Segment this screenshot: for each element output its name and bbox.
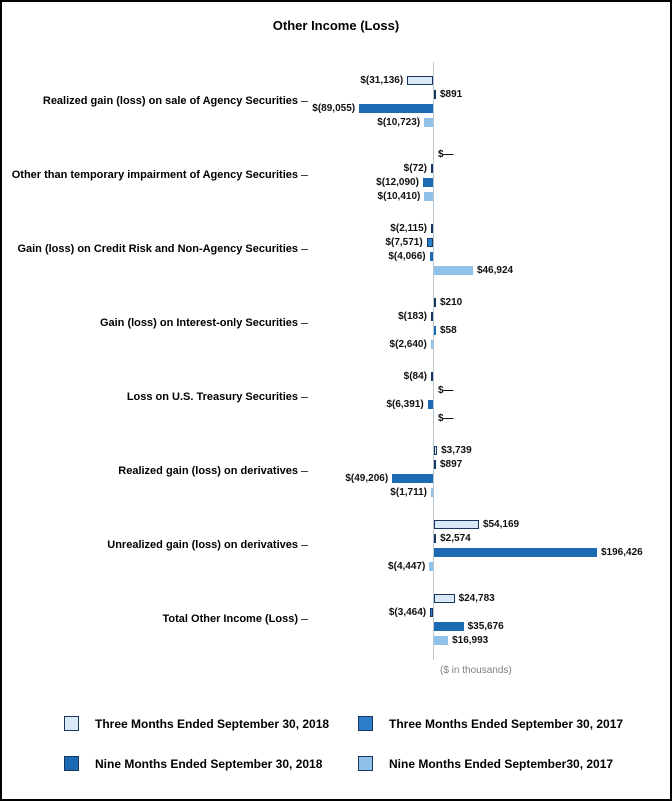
bar (434, 90, 436, 99)
value-label: $210 (440, 296, 463, 308)
category-label: Realized gain (loss) on sale of Agency S… (42, 95, 298, 107)
value-label: $196,426 (601, 546, 643, 558)
axis-units-note: ($ in thousands) (440, 665, 512, 676)
legend-item-nine-months-2018: Nine Months Ended September 30, 2018 (64, 756, 322, 771)
bar (434, 520, 479, 529)
bar (434, 548, 597, 557)
category-tick (301, 249, 308, 250)
value-label: $46,924 (476, 264, 514, 276)
legend-item-three-months-2018: Three Months Ended September 30, 2018 (64, 716, 329, 731)
legend-label: Three Months Ended September 30, 2018 (95, 716, 330, 731)
bar (434, 298, 436, 307)
value-label: $(183) (398, 310, 427, 322)
value-label: $(4,447) (388, 560, 426, 572)
value-label: $(10,410) (377, 190, 421, 202)
value-label: $(84) (403, 370, 427, 382)
value-label: $(2,115) (390, 222, 427, 234)
value-label: $897 (440, 458, 463, 470)
legend-swatch-three-months-2017 (358, 716, 373, 731)
category-tick (301, 101, 308, 102)
category-tick (301, 619, 308, 620)
value-label: $(3,464) (388, 606, 427, 618)
bar (431, 312, 433, 321)
bar (430, 608, 433, 617)
legend-label: Three Months Ended September 30, 2017 (389, 716, 624, 731)
bar (430, 340, 433, 349)
bar (434, 266, 473, 275)
bar (429, 562, 433, 571)
category-label: Loss on U.S. Treasury Securities (126, 391, 298, 403)
zero-axis-line (433, 62, 434, 660)
legend-swatch-nine-months-2017 (358, 756, 373, 771)
value-label: $891 (440, 88, 463, 100)
value-label: $16,993 (452, 634, 489, 646)
bar (434, 446, 438, 455)
value-label: $(72) (403, 162, 427, 174)
category-tick (301, 397, 308, 398)
bar (427, 400, 433, 409)
value-label: $— (438, 384, 454, 396)
legend-label: Nine Months Ended September30, 2017 (389, 756, 614, 771)
value-label: $(7,571) (385, 236, 423, 248)
category-label: Gain (loss) on Interest-only Securities (99, 317, 298, 329)
value-label: $(2,640) (389, 338, 427, 350)
value-label: $3,739 (441, 444, 472, 456)
value-label: $(89,055) (312, 102, 356, 114)
bar (426, 238, 433, 247)
category-label: Gain (loss) on Credit Risk and Non-Agenc… (17, 243, 298, 255)
value-label: $(10,723) (377, 116, 421, 128)
bar (431, 224, 433, 233)
legend-item-three-months-2017: Three Months Ended September 30, 2017 (358, 716, 623, 731)
value-label: $— (438, 148, 454, 160)
bar (407, 76, 433, 85)
value-label: $35,676 (467, 620, 504, 632)
bar (392, 474, 433, 483)
legend-label: Nine Months Ended September 30, 2018 (95, 756, 323, 771)
category-label: Realized gain (loss) on derivatives (118, 465, 298, 477)
bar (434, 534, 437, 543)
legend-swatch-three-months-2018 (64, 716, 79, 731)
category-tick (301, 175, 308, 176)
bar (431, 488, 433, 497)
value-label: $58 (440, 324, 457, 336)
value-label: $54,169 (482, 518, 520, 530)
category-tick (301, 545, 308, 546)
category-label: Unrealized gain (loss) on derivatives (107, 539, 298, 551)
category-tick (301, 471, 308, 472)
category-label: Other than temporary impairment of Agenc… (11, 169, 298, 181)
value-label: $(6,391) (386, 398, 424, 410)
bar (424, 118, 433, 127)
value-label: $— (438, 412, 454, 424)
bar (434, 326, 436, 335)
bar (424, 192, 433, 201)
value-label: $2,574 (440, 532, 471, 544)
bar (431, 164, 433, 173)
value-label: $(4,066) (388, 250, 426, 262)
value-label: $(49,206) (345, 472, 389, 484)
bar (359, 104, 433, 113)
value-label: $(31,136) (360, 74, 404, 86)
value-label: $(1,711) (390, 486, 427, 498)
bar (431, 372, 433, 381)
legend-swatch-nine-months-2018 (64, 756, 79, 771)
bar (434, 460, 436, 469)
bar (434, 622, 464, 631)
bar (434, 636, 449, 645)
category-tick (301, 323, 308, 324)
category-label: Total Other Income (Loss) (162, 613, 298, 625)
value-label: $24,783 (458, 592, 495, 604)
bar (422, 178, 433, 187)
value-label: $(12,090) (376, 176, 419, 188)
chart-title: Other Income (Loss) (272, 18, 400, 33)
bar (434, 594, 455, 603)
bar (429, 252, 433, 261)
legend-item-nine-months-2017: Nine Months Ended September30, 2017 (358, 756, 613, 771)
